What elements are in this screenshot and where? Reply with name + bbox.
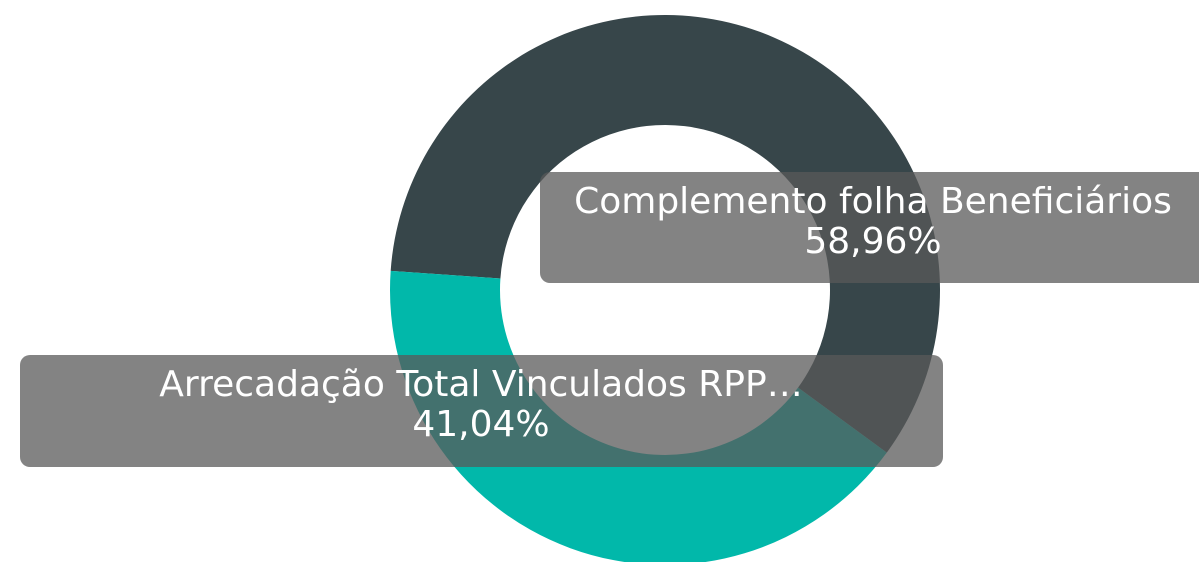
donut-slice xyxy=(390,15,941,453)
category-label: Arrecadação Total Vinculados RPP… xyxy=(159,364,802,405)
value-label: 58,96% xyxy=(804,221,941,262)
label-box xyxy=(20,355,943,467)
value-label: 41,04% xyxy=(412,404,549,445)
label-box xyxy=(540,172,1199,283)
donut-slice xyxy=(390,270,887,562)
category-label: Complemento folha Beneficiários xyxy=(574,181,1172,222)
